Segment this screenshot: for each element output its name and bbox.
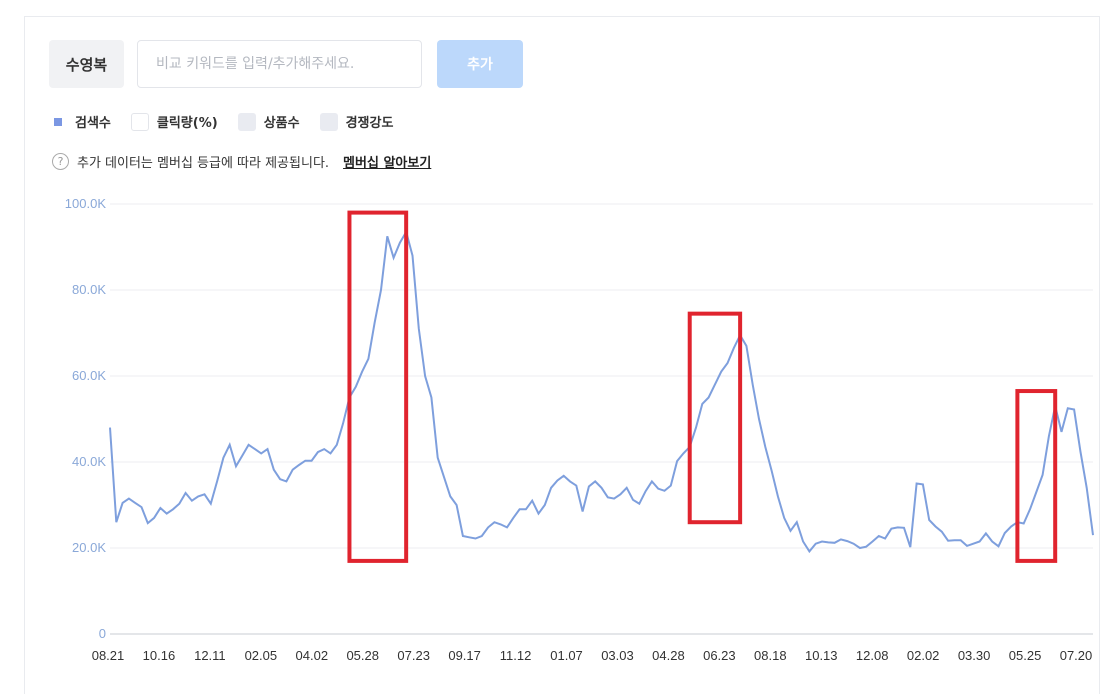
legend-label: 검색수 — [75, 116, 111, 131]
x-tick-label: 08.21 — [92, 648, 125, 663]
x-tick-label: 10.16 — [143, 648, 176, 663]
highlight-box — [347, 210, 409, 563]
x-tick-label: 07.23 — [397, 648, 430, 663]
highlight-boxes — [347, 210, 1058, 563]
legend-label: 클릭량(%) — [156, 116, 218, 131]
y-tick-label: 40.0K — [72, 454, 106, 469]
x-tick-label: 09.17 — [448, 648, 481, 663]
add-button[interactable]: 추가 — [437, 40, 523, 88]
x-tick-label: 04.28 — [652, 648, 685, 663]
legend-item-click[interactable]: 클릭량(%) — [130, 112, 218, 131]
compare-keyword-input[interactable] — [137, 40, 422, 88]
y-tick-label: 100.0K — [65, 196, 107, 211]
legend-checkbox-competition[interactable] — [319, 112, 338, 131]
x-tick-label: 05.25 — [1009, 648, 1042, 663]
legend-item-search[interactable]: 검색수 — [49, 112, 111, 131]
x-tick-label: 03.30 — [958, 648, 991, 663]
legend-checkbox-search[interactable] — [49, 112, 67, 131]
x-tick-label: 08.18 — [754, 648, 787, 663]
y-axis-ticks: 0 20.0K 40.0K 60.0K 80.0K 100.0K — [65, 196, 107, 641]
x-tick-label: 11.12 — [500, 648, 532, 663]
x-tick-label: 02.02 — [907, 648, 940, 663]
x-tick-label: 06.23 — [703, 648, 736, 663]
keyword-tag[interactable]: 수영복 — [49, 40, 124, 88]
x-tick-label: 04.02 — [296, 648, 329, 663]
legend: 검색수 클릭량(%) 상품수 경쟁강도 — [49, 112, 393, 131]
x-axis-ticks: 08.21 10.16 12.11 02.05 04.02 05.28 07.23 09.17… — [92, 648, 1093, 663]
x-tick-label: 01.07 — [550, 648, 583, 663]
question-icon: ? — [52, 153, 69, 170]
x-tick-label: 02.05 — [245, 648, 278, 663]
highlight-box — [1015, 389, 1058, 563]
notice-text: 추가 데이터는 멤버십 등급에 따라 제공됩니다. — [77, 156, 330, 171]
legend-item-products[interactable]: 상품수 — [237, 112, 300, 131]
series-line-search — [109, 229, 1094, 554]
x-tick-label: 10.13 — [805, 648, 838, 663]
x-tick-label: 07.20 — [1060, 648, 1093, 663]
x-tick-label: 12.08 — [856, 648, 889, 663]
y-tick-label: 20.0K — [72, 540, 106, 555]
y-tick-label: 60.0K — [72, 368, 106, 383]
y-tick-label: 80.0K — [72, 282, 106, 297]
legend-checkbox-click[interactable] — [130, 112, 149, 131]
membership-link[interactable]: 멤버십 알아보기 — [343, 156, 432, 171]
legend-label: 경쟁강도 — [345, 116, 394, 131]
legend-label: 상품수 — [263, 116, 300, 131]
x-tick-label: 05.28 — [346, 648, 379, 663]
legend-item-competition[interactable]: 경쟁강도 — [319, 112, 394, 131]
membership-notice: ? 추가 데이터는 멤버십 등급에 따라 제공됩니다. 멤버십 알아보기 — [52, 152, 431, 171]
grid-lines — [110, 203, 1093, 635]
chart-panel — [24, 16, 1100, 694]
highlight-box — [687, 311, 743, 525]
legend-checkbox-products[interactable] — [237, 112, 256, 131]
x-tick-label: 12.11 — [194, 648, 226, 663]
y-tick-label: 0 — [99, 626, 106, 641]
x-tick-label: 03.03 — [601, 648, 634, 663]
